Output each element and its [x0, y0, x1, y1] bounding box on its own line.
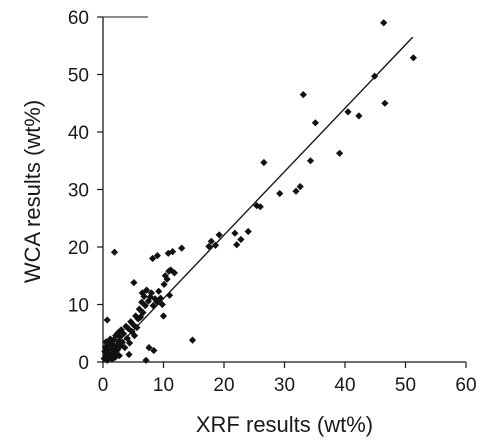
data-point: [142, 356, 150, 364]
data-point: [110, 336, 118, 344]
data-point: [149, 302, 157, 310]
data-point: [292, 187, 300, 195]
data-point: [233, 241, 241, 249]
data-point: [160, 280, 168, 288]
data-point: [311, 119, 319, 127]
y-tick-label: 40: [68, 123, 89, 144]
data-point: [103, 316, 111, 324]
data-points: [100, 19, 417, 364]
data-point: [306, 157, 315, 165]
x-tick-label: 0: [98, 375, 109, 396]
data-point: [112, 349, 120, 357]
data-point: [215, 231, 223, 239]
data-point: [116, 333, 124, 341]
data-point: [205, 242, 213, 250]
data-point: [231, 229, 239, 237]
data-point: [108, 355, 116, 363]
y-tick-label: 20: [68, 238, 89, 259]
y-tick-label: 30: [68, 181, 89, 202]
x-tick-label: 10: [153, 375, 174, 396]
data-point: [116, 342, 125, 350]
data-point: [153, 252, 161, 260]
data-point: [296, 183, 304, 191]
data-point: [211, 241, 220, 249]
data-point: [122, 322, 130, 330]
data-point: [144, 297, 152, 305]
x-tick-label: 50: [395, 375, 416, 396]
x-tick-label: 30: [274, 375, 295, 396]
data-point: [155, 287, 163, 295]
trend-line: [102, 36, 414, 363]
data-point: [133, 323, 141, 332]
data-point: [344, 108, 352, 116]
data-point: [102, 338, 110, 346]
data-point: [163, 275, 171, 283]
data-point: [139, 308, 147, 317]
data-point: [166, 291, 174, 299]
x-tick-label: 60: [455, 375, 476, 396]
data-point: [117, 326, 125, 334]
data-point: [135, 305, 143, 313]
y-axis-title: WCA results (wt%): [20, 100, 45, 283]
data-point: [130, 331, 139, 340]
data-point: [150, 346, 158, 355]
data-point: [118, 338, 126, 347]
data-point: [244, 227, 252, 236]
data-point: [115, 352, 123, 360]
data-point: [276, 189, 284, 198]
y-tick-label: 60: [68, 8, 89, 29]
data-point: [207, 237, 215, 245]
y-ticks: 0 10 20 30 40 50 60: [68, 8, 103, 374]
data-point: [134, 315, 142, 323]
data-point: [188, 336, 197, 344]
data-point: [237, 235, 245, 244]
y-tick-label: 0: [78, 353, 89, 374]
x-ticks: 0 10 20 30 40 50 60: [98, 362, 477, 396]
data-point: [147, 289, 155, 297]
y-tick-label: 50: [68, 66, 89, 87]
data-point: [355, 112, 363, 120]
data-point: [111, 353, 119, 361]
data-point: [159, 312, 168, 320]
data-point: [158, 300, 166, 309]
data-point: [149, 254, 157, 263]
data-point: [110, 248, 119, 256]
y-tick-label: 10: [68, 296, 89, 317]
data-point: [156, 294, 165, 302]
data-point: [256, 203, 264, 211]
data-point: [299, 91, 307, 99]
data-point: [124, 325, 132, 333]
x-tick-label: 20: [213, 375, 234, 396]
data-point: [153, 298, 161, 306]
data-point: [120, 330, 128, 338]
data-point: [409, 54, 417, 62]
data-point: [380, 19, 388, 27]
x-tick-label: 40: [334, 375, 355, 396]
data-point: [138, 289, 146, 297]
data-point: [164, 249, 172, 257]
data-point: [336, 149, 344, 157]
data-point: [123, 334, 131, 342]
data-point: [178, 244, 186, 252]
data-point: [141, 302, 149, 310]
data-point: [125, 350, 133, 359]
data-point: [143, 286, 151, 294]
data-point: [121, 344, 129, 352]
data-point: [371, 72, 379, 80]
data-point: [145, 344, 153, 352]
x-axis-title: XRF results (wt%): [196, 412, 373, 437]
data-point: [381, 99, 389, 107]
data-point: [170, 269, 178, 277]
data-point: [113, 346, 122, 354]
data-point: [126, 339, 134, 347]
data-point: [260, 158, 268, 167]
data-point: [130, 279, 138, 287]
